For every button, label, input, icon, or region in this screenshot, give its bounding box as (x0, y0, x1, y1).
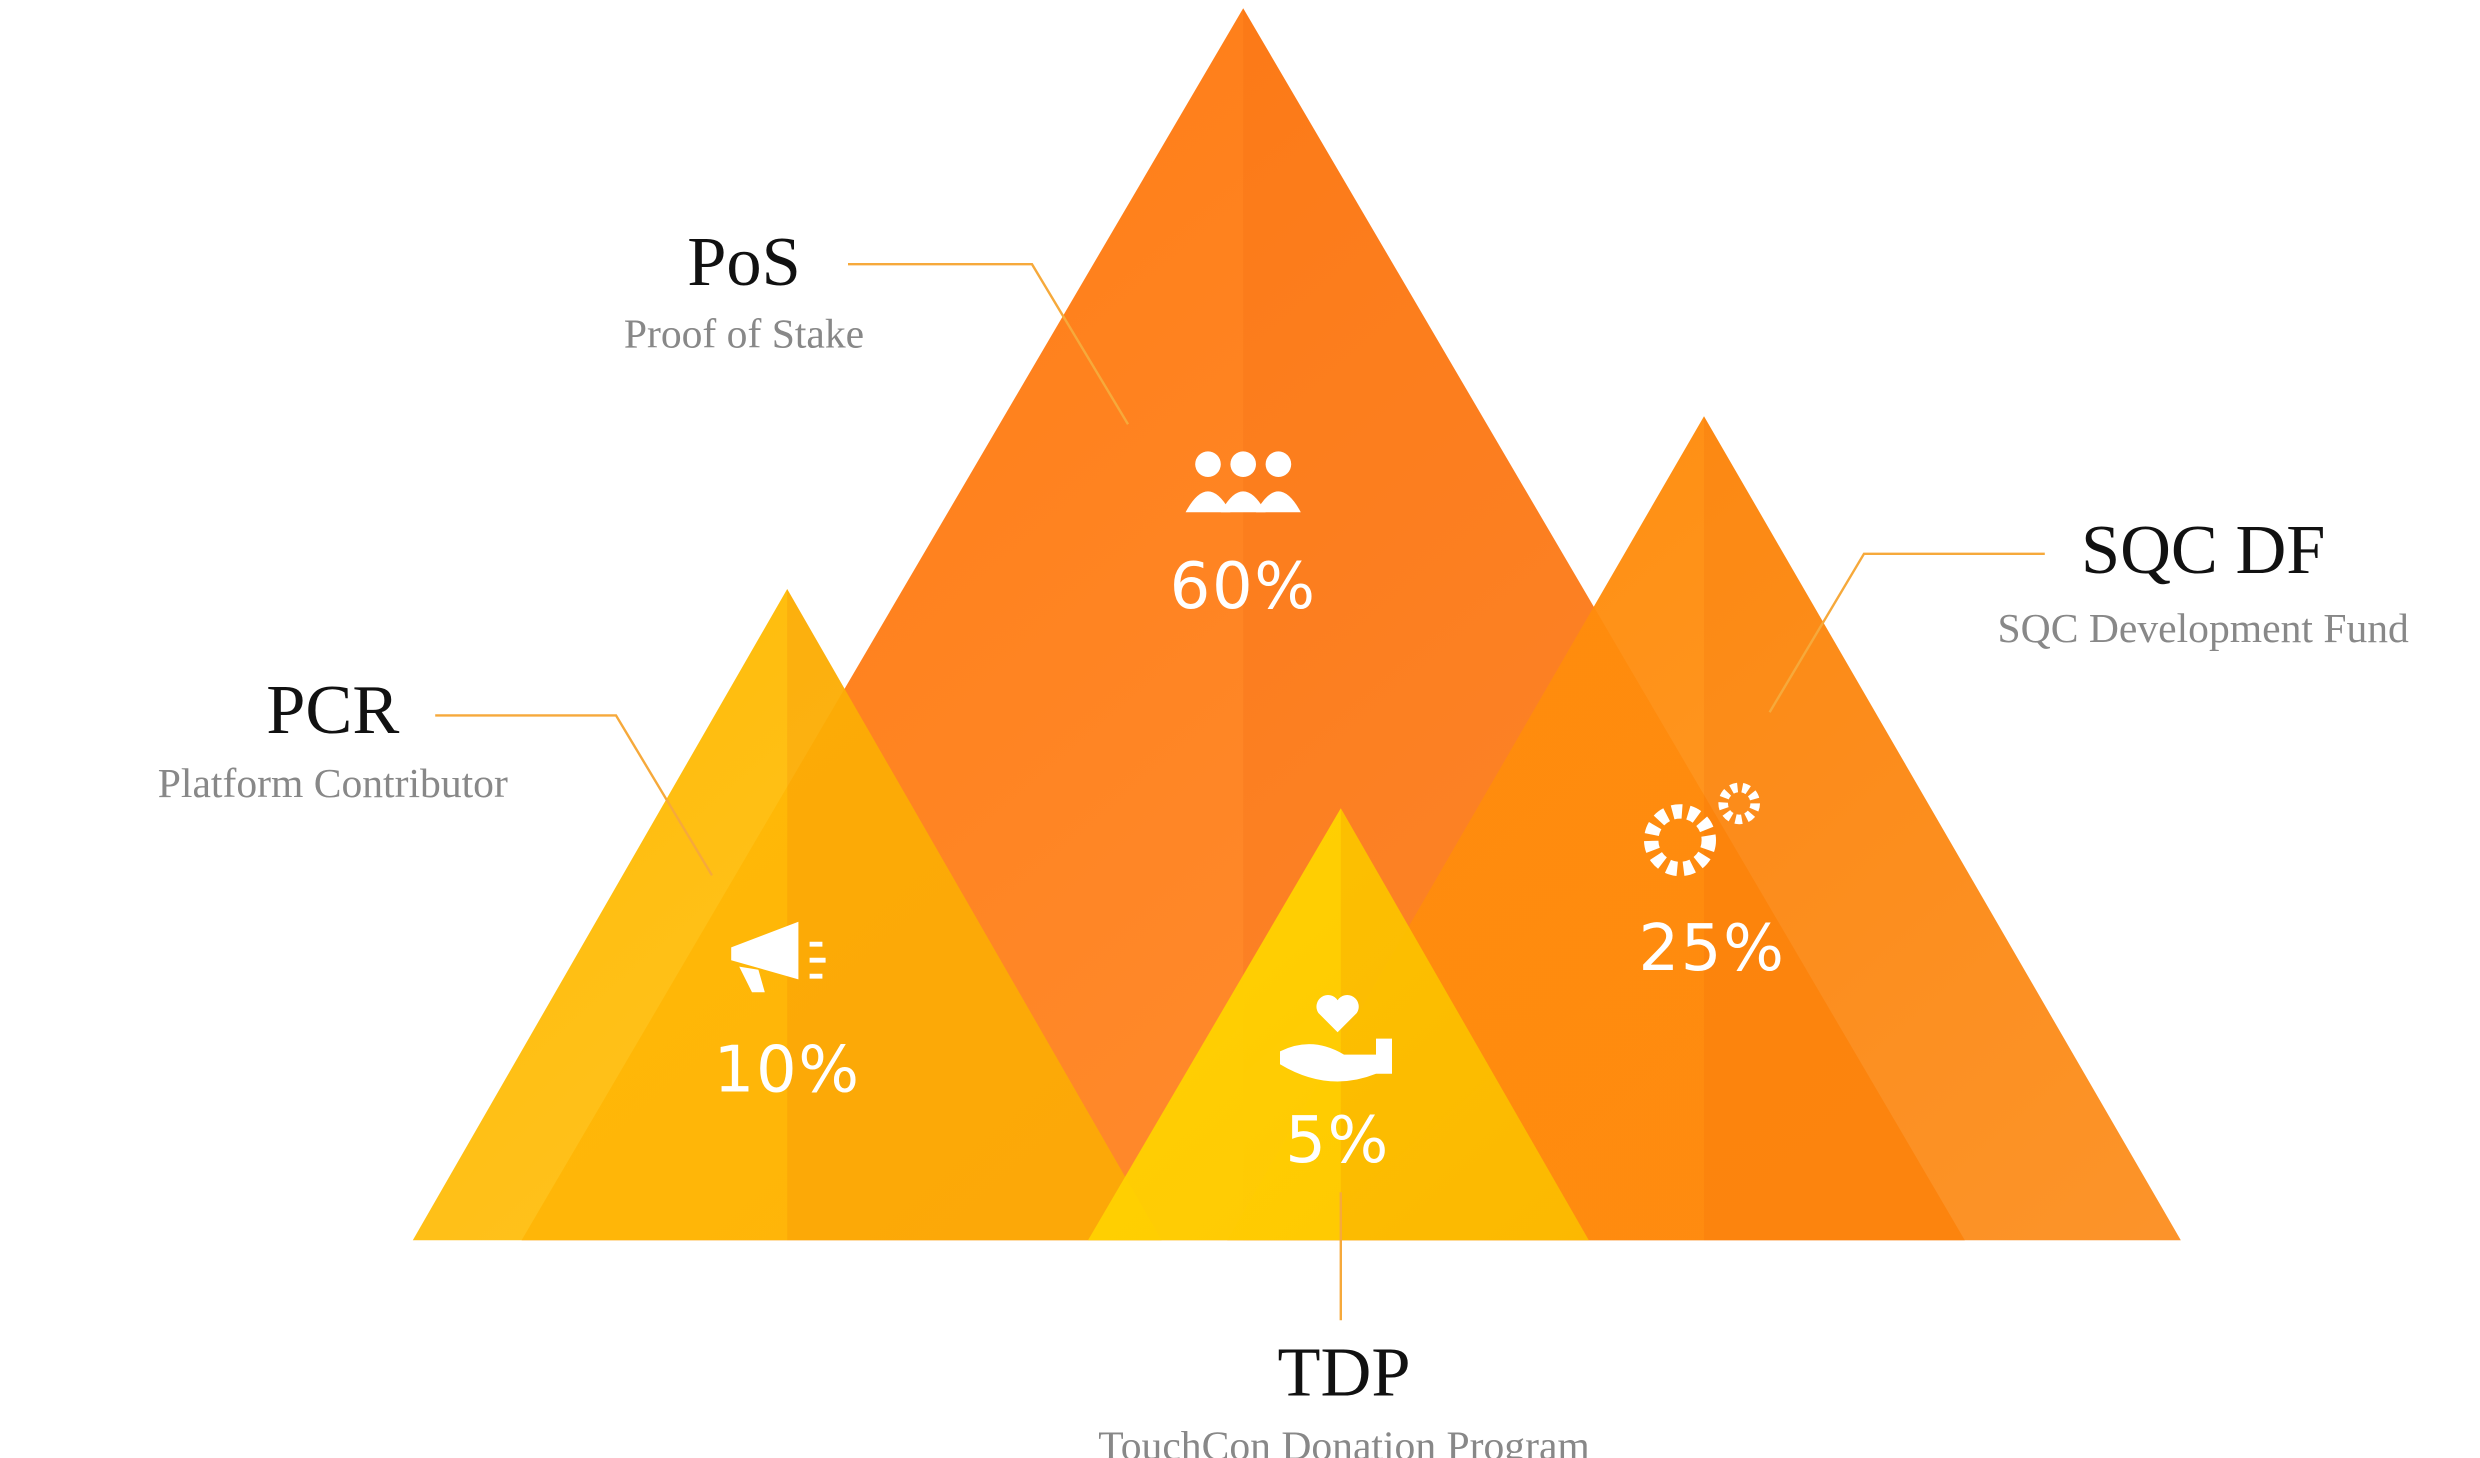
triangle (412, 589, 1162, 1241)
icon (1280, 995, 1392, 1082)
leader-line (1768, 552, 2045, 713)
icon-part (1316, 995, 1359, 1033)
leader-line (848, 263, 1130, 425)
icon-part (1230, 451, 1256, 477)
value-label: 10% (714, 1033, 861, 1107)
icon (1185, 451, 1301, 513)
icon-part (1718, 782, 1760, 825)
icon-part (1256, 491, 1301, 513)
category-label: SQC DF (2081, 511, 2326, 589)
category-description: TouchCon Donation Program (1098, 1422, 1590, 1458)
icon-part (1195, 451, 1221, 477)
value-label: 5% (1285, 1104, 1390, 1178)
category-description: SQC Development Fund (1998, 605, 2410, 651)
icon (731, 921, 826, 993)
icon-part (1220, 491, 1266, 513)
category-label: PCR (266, 671, 399, 749)
leader-line (435, 714, 714, 877)
icon-part (731, 921, 799, 993)
icon-part (1185, 491, 1231, 513)
category-label: TDP (1278, 1333, 1411, 1411)
category-label: PoS (687, 223, 801, 301)
icon-part (1265, 451, 1292, 477)
category-description: Platform Contributor (158, 760, 508, 806)
value-label: 25% (1638, 912, 1785, 986)
icon (1644, 782, 1760, 877)
icon-part (1644, 804, 1716, 877)
icon-part (809, 941, 826, 979)
category-description: Proof of Stake (624, 310, 864, 356)
value-label: 60% (1170, 550, 1317, 624)
icon-part (1280, 1038, 1392, 1082)
